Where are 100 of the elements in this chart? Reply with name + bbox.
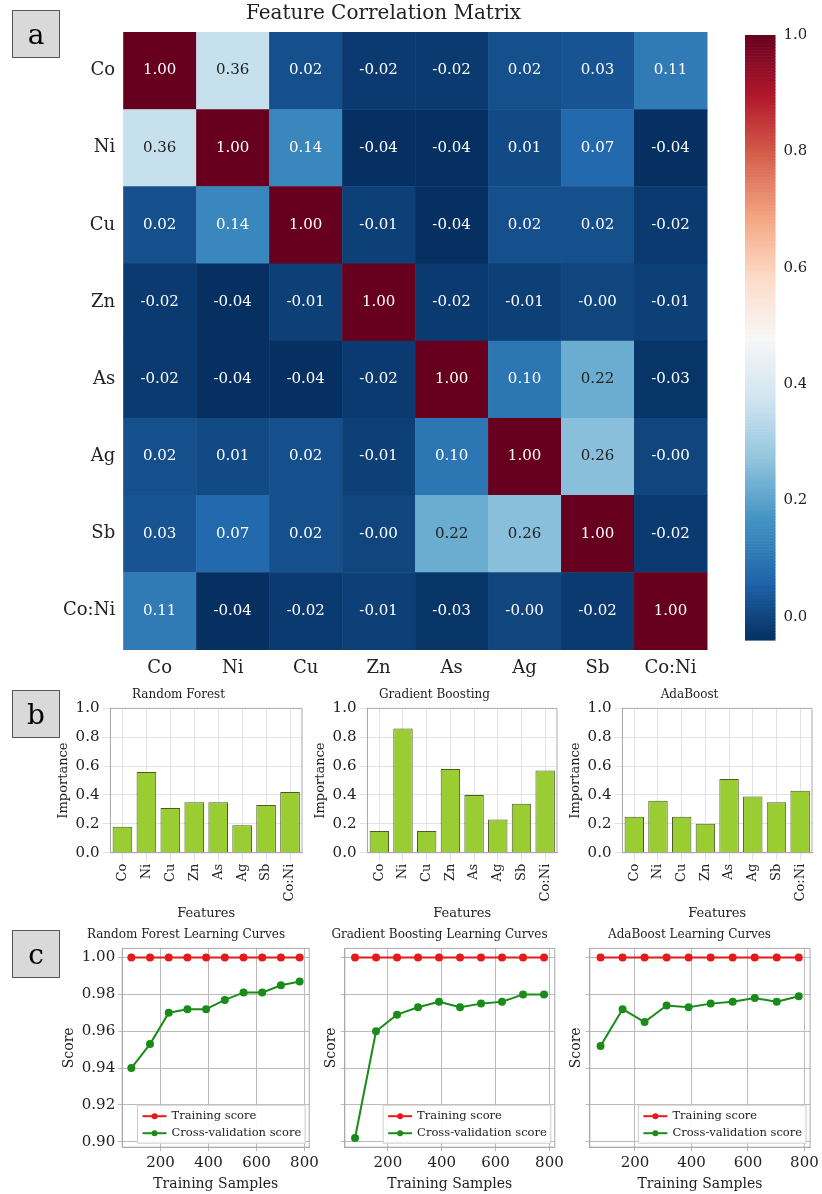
point [435,953,444,962]
data-label: 0.02 [142,214,177,233]
x-tick-label: Cu [161,863,177,883]
point [220,953,229,962]
data-label: 0.26 [580,446,615,465]
point [372,1027,381,1036]
x-tick-label: 400 [677,1153,706,1172]
x-tick-label: Cu [673,863,689,883]
chart-title: Feature Correlation Matrix [245,0,522,25]
point [618,1005,627,1014]
point [164,953,173,962]
x-tick-label: 200 [620,1153,650,1172]
data-label: 0.22 [434,523,469,542]
point [794,953,803,962]
x-tick-label: Ni [394,863,410,880]
data-label: 0.02 [580,214,615,233]
y-tick-label: 0.2 [75,813,100,832]
point [498,997,507,1006]
data-label: 0.03 [580,60,615,79]
chart-title: Random Forest [131,687,226,702]
x-tick-label: Zn [366,655,392,677]
x-tick-label: As [209,863,225,881]
data-label: -0.03 [651,369,690,388]
data-label: 0.14 [215,214,250,233]
x-tick-label: Co:Ni [791,863,807,902]
x-tick-label: Sb [767,863,783,881]
chart-title: AdaBoost Learning Curves [606,927,772,942]
point [258,953,267,962]
point [596,1041,605,1050]
point [519,990,528,999]
point [372,953,381,962]
y-tick-label: 1.0 [75,698,100,717]
point [239,953,248,962]
point [618,953,627,962]
data-label: 0.07 [215,523,250,542]
y-tick-label: 0.8 [75,727,100,746]
y-axis-title: Importance [567,742,583,819]
data-label: -0.02 [359,60,398,79]
legend-label: Cross-validation score [417,1125,548,1140]
point [640,953,649,962]
point [540,990,549,999]
x-tick-label: Zn [696,863,712,882]
data-label: 0.02 [142,446,177,465]
point [540,953,549,962]
point [276,953,285,962]
x-tick-label: Ag [489,863,505,883]
point [351,1134,360,1142]
x-axis-title: Training Samples [387,1175,513,1192]
data-label: 0.03 [142,523,177,542]
color-bar-label: 0.0 [783,606,808,625]
data-label: 1.00 [507,446,542,465]
y-tick-label: Ni [93,135,116,157]
point [706,953,715,962]
data-label: -0.04 [213,292,252,310]
data-label: 0.02 [507,214,542,233]
x-tick-label: Co:Ni [281,863,297,902]
x-tick-label: Co [147,655,172,677]
data-label: -0.02 [432,60,471,79]
point [183,953,192,962]
color-bar-label: 1.0 [783,24,808,43]
y-tick-label: 1.0 [332,698,357,717]
legend-label: Cross-validation score [672,1125,803,1140]
x-axis-title: Features [433,904,492,920]
data-label: -0.04 [432,137,471,156]
data-label: 1.00 [215,137,250,156]
y-axis-title: Score [567,1027,584,1069]
point [146,1040,155,1049]
data-label: 1.00 [361,292,396,310]
point [146,953,155,962]
color-bar-label: 0.4 [783,373,808,392]
y-tick-label: 0.8 [587,727,612,746]
data-label: -0.02 [140,292,179,310]
y-tick-label: 1.00 [81,947,116,966]
point [127,953,136,962]
data-label: 0.36 [215,60,250,79]
data-label: 0.11 [142,600,177,619]
point [276,981,285,990]
point [456,1003,465,1012]
data-label: -0.00 [578,292,617,310]
x-tick-label: 400 [427,1153,457,1172]
point [772,997,781,1006]
y-tick-label: 0.96 [81,1021,116,1040]
color-bar-label: 0.6 [783,257,808,276]
data-label: -0.04 [432,214,471,233]
data-label: -0.01 [651,292,690,310]
point [456,953,465,962]
x-tick-label: 200 [373,1153,403,1172]
data-label: -0.02 [286,600,325,619]
data-label: -0.04 [213,600,252,619]
data-label: -0.04 [359,137,398,156]
data-label: 1.00 [288,214,323,233]
y-tick-label: 0.0 [75,842,100,861]
data-label: 0.11 [653,60,688,79]
point [728,997,737,1006]
y-tick-label: 0.98 [81,984,116,1003]
data-label: 0.10 [507,369,542,388]
x-tick-label: As [439,655,463,677]
y-tick-label: 0.2 [587,813,612,832]
point [414,1003,423,1012]
x-tick-label: Zn [185,863,201,882]
